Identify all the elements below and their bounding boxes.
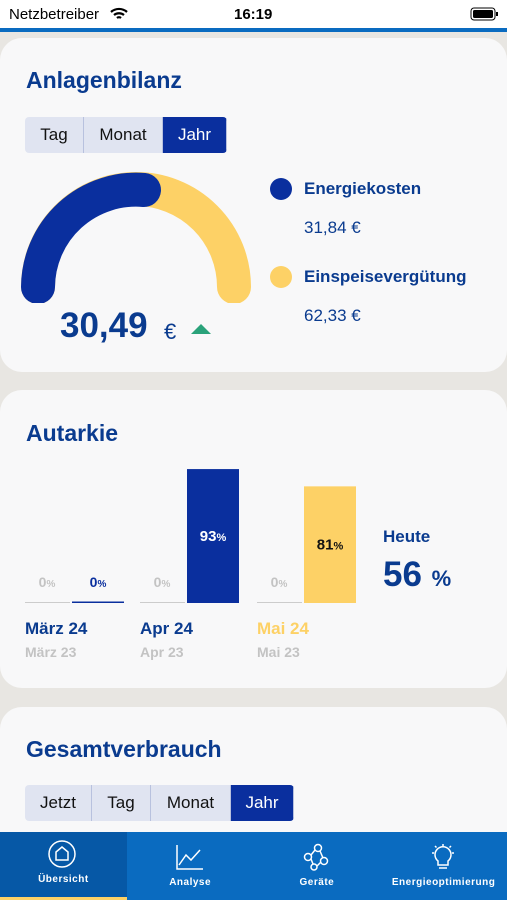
value-label: 0% xyxy=(39,574,56,590)
unit: % xyxy=(431,566,452,591)
tab-item[interactable]: Übersicht xyxy=(0,832,127,900)
card-title: Autarkie xyxy=(26,420,119,446)
tab-icon xyxy=(48,840,77,868)
header-line xyxy=(0,28,507,32)
unit: % xyxy=(46,579,55,590)
tab-label: Geräte xyxy=(299,877,335,888)
segment-button[interactable]: Tag xyxy=(25,117,84,153)
bar-previous xyxy=(25,602,70,603)
unit: % xyxy=(278,579,287,590)
value-label: 0% xyxy=(271,574,288,590)
wifi-icon xyxy=(110,7,128,19)
total-value: 30,49 xyxy=(60,306,148,345)
currency: € xyxy=(164,319,177,344)
group-sublabel: Mai 23 xyxy=(257,644,300,660)
legend-value: 62,33 € xyxy=(304,306,361,325)
segment-button[interactable]: Monat xyxy=(84,117,163,153)
segment-button[interactable]: Monat xyxy=(151,785,231,821)
value-number: 0 xyxy=(154,574,162,590)
value-number: 0 xyxy=(39,574,47,590)
value-label: 0% xyxy=(154,574,171,590)
status-bar: Netzbetreiber 16:19 xyxy=(0,0,507,28)
today-value: 56 % xyxy=(383,555,451,595)
group-label: Mai 24 xyxy=(257,619,310,638)
time: 16:19 xyxy=(234,6,273,23)
tab-icon xyxy=(176,845,204,870)
legend-value: 31,84 € xyxy=(304,218,361,237)
unit: % xyxy=(216,532,226,544)
value-number: 81 xyxy=(317,537,334,554)
tab-icon xyxy=(431,844,454,869)
tab-label: Analyse xyxy=(169,877,212,888)
tab-label: Energieoptimierung xyxy=(391,877,496,888)
group-sublabel: Apr 23 xyxy=(140,644,184,660)
bar-previous xyxy=(257,602,302,603)
legend-dot xyxy=(270,178,292,200)
bar-current xyxy=(72,601,124,603)
segmented-control: Tag Monat Jahr xyxy=(25,117,227,153)
value-label: 93% xyxy=(200,528,227,545)
value-number: 93 xyxy=(200,528,217,545)
value-label: 0% xyxy=(90,574,107,590)
segment-button[interactable]: Jahr xyxy=(231,785,294,821)
card-anlagenbilanz: Anlagenbilanz Tag Monat Jahr 30,49 € Energ… xyxy=(0,38,507,372)
group-label: März 24 xyxy=(25,619,88,638)
carrier: Netzbetreiber xyxy=(9,6,100,23)
tab-item[interactable]: Energieoptimierung xyxy=(380,832,507,900)
tab-bar: Übersicht Analyse Geräte Energieoptimierung xyxy=(0,832,507,900)
card-title: Anlagenbilanz xyxy=(26,67,182,93)
segment-button[interactable]: Tag xyxy=(92,785,151,821)
value-label: 81% xyxy=(317,537,344,554)
gauge xyxy=(21,172,251,303)
battery-icon xyxy=(470,7,498,21)
tab-item[interactable]: Geräte xyxy=(254,832,381,900)
bar-current xyxy=(187,469,239,603)
group-sublabel: März 23 xyxy=(25,644,77,660)
value-number: 0 xyxy=(271,574,279,590)
card-title: Gesamtverbrauch xyxy=(26,736,222,762)
segment-button[interactable]: Jetzt xyxy=(25,785,92,821)
bar-current xyxy=(304,486,356,603)
unit: % xyxy=(161,579,170,590)
tab-icon xyxy=(303,843,329,871)
segmented-control: Jetzt Tag Monat Jahr xyxy=(25,785,294,821)
legend-name: Energiekosten xyxy=(304,179,422,198)
today-number: 56 xyxy=(383,555,422,594)
unit: % xyxy=(97,579,106,590)
legend-name: Einspeisevergütung xyxy=(304,267,467,286)
legend-dot xyxy=(270,266,292,288)
card-autarkie: Autarkie 0% 0% März 24 März 23 0% 93% Apr 24 Ap… xyxy=(0,390,507,688)
today-label: Heute xyxy=(383,527,431,546)
tab-item[interactable]: Analyse xyxy=(127,832,254,900)
unit: % xyxy=(333,541,343,553)
bar-previous xyxy=(140,602,185,603)
group-label: Apr 24 xyxy=(140,619,193,638)
tab-label: Übersicht xyxy=(38,874,89,885)
segment-button[interactable]: Jahr xyxy=(163,117,227,153)
trend-up-icon xyxy=(191,324,211,334)
value-number: 0 xyxy=(90,574,98,590)
